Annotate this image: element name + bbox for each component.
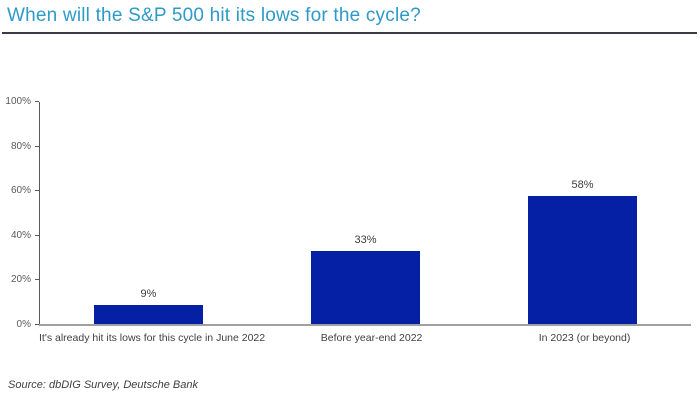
source-note: Source: dbDIG Survey, Deutsche Bank [8, 379, 198, 391]
bar-value-label: 58% [571, 178, 594, 191]
y-axis-tick-label: 40% [10, 229, 31, 241]
y-axis-tick-label: 0% [16, 319, 31, 330]
bar-value-label: 9% [140, 287, 157, 300]
bar-2: 33% [311, 234, 420, 325]
y-axis-tick [35, 101, 39, 102]
y-axis-tick-label: 60% [10, 185, 31, 197]
bar-cell: 9% [40, 102, 257, 325]
y-axis-tick-label: 20% [10, 274, 31, 286]
bar-3: 58% [528, 179, 637, 325]
y-axis-tick [35, 145, 39, 147]
y-axis-line [39, 102, 40, 325]
y-axis-tick [35, 234, 39, 236]
category-axis-labels: It's already hit its lows for this cycle… [39, 332, 691, 344]
y-axis-tick [35, 324, 39, 325]
category-label: Before year-end 2022 [320, 332, 423, 344]
bar-series: 9% 33% 58% [40, 102, 691, 325]
x-axis-baseline [39, 324, 691, 326]
y-axis-tick-label: 100% [5, 96, 31, 107]
bar-cell: 58% [474, 102, 691, 325]
bar-1: 9% [94, 288, 203, 325]
plot-area: 9% 33% 58% It's already hit its lows for t… [5, 96, 691, 344]
bar-value-label: 33% [354, 234, 377, 247]
title-underline-rule [2, 32, 697, 34]
category-label: In 2023 (or beyond) [538, 332, 631, 344]
chart-title: When will the S&P 500 hit its lows for t… [7, 5, 421, 26]
y-axis-tick [35, 190, 39, 192]
category-label: It's already hit its lows for this cycle… [39, 332, 266, 344]
y-axis-tick-label: 80% [10, 140, 31, 152]
y-axis-tick [35, 279, 39, 281]
bar-cell: 33% [257, 102, 474, 325]
